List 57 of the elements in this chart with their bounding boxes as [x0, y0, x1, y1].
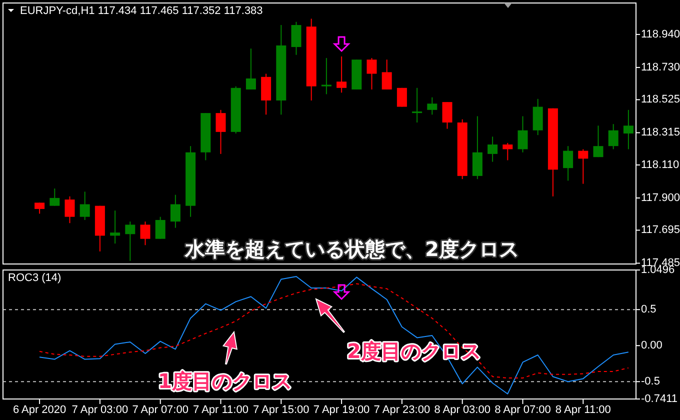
candlestick: [34, 202, 45, 214]
x-tick-label: 7 Apr 11:00: [193, 404, 248, 416]
candlestick: [246, 48, 256, 90]
annotation: 1度目のクロス: [158, 369, 292, 393]
chart-title: ROC3 (14): [8, 272, 62, 284]
x-tick-label: 8 Apr 03:00: [434, 404, 490, 416]
candlestick: [50, 188, 60, 206]
y-tick-label: 117.695: [641, 224, 680, 236]
chart-title: EURJPY-cd,H1 117.434 117.465 117.352 117.383: [20, 5, 263, 17]
candlestick: [291, 21, 302, 56]
candlestick: [578, 148, 588, 184]
y-tick-label: -0.7411: [641, 392, 678, 405]
candlestick: [472, 116, 482, 180]
candlestick: [336, 56, 347, 94]
candlestick: [366, 58, 377, 90]
candlestick: [502, 142, 513, 161]
x-tick-label: 7 Apr 23:00: [374, 404, 430, 416]
candlestick: [442, 102, 452, 130]
y-tick-label: 118.315: [641, 126, 680, 139]
x-tick-label: 7 Apr 15:00: [253, 404, 310, 416]
x-tick-label: 7 Apr 07:00: [132, 404, 188, 416]
y-tick-label: 118.110: [641, 158, 680, 171]
candlestick: [593, 125, 604, 158]
y-tick-label: 118.730: [641, 61, 680, 74]
candlestick: [155, 216, 166, 240]
y-tick-label: 118.525: [641, 94, 680, 106]
candlestick: [64, 196, 75, 224]
candlestick: [427, 96, 438, 116]
candlestick: [321, 58, 332, 95]
candlestick: [261, 73, 272, 116]
y-tick-label: 118.940: [641, 28, 680, 40]
y-tick-label: 0.00: [641, 340, 662, 352]
candlestick: [125, 221, 136, 262]
x-tick-label: 8 Apr 07:00: [494, 404, 551, 416]
candlestick: [488, 136, 498, 162]
annotation: 水準を超えている状態で、2度クロス: [184, 237, 519, 261]
y-tick-label: 0.5: [641, 304, 656, 316]
x-tick-label: 8 Apr 11:00: [555, 404, 611, 416]
x-tick-label: 6 Apr 2020: [12, 404, 66, 416]
y-tick-label: -0.5: [641, 376, 660, 388]
candlestick: [532, 98, 543, 136]
candlestick: [216, 109, 226, 154]
candlestick: [140, 221, 150, 246]
candlestick: [623, 109, 634, 150]
candlestick: [110, 210, 120, 244]
x-tick-label: 7 Apr 03:00: [72, 404, 128, 416]
x-tick-label: 7 Apr 19:00: [313, 404, 370, 416]
candlestick: [396, 87, 407, 108]
candlestick: [382, 59, 392, 90]
candlestick: [563, 146, 574, 182]
candlestick: [412, 87, 422, 123]
candlestick: [518, 116, 528, 153]
annotation: 2度目のクロス: [347, 339, 481, 363]
candlestick: [608, 124, 618, 150]
candlestick: [80, 191, 90, 220]
candlestick: [170, 194, 180, 228]
y-tick-label: 117.900: [641, 192, 680, 204]
